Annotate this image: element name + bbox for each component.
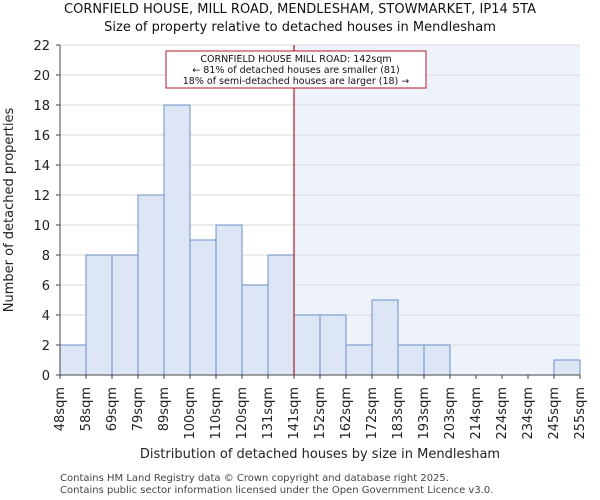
x-axis-label: Distribution of detached houses by size … [140,447,500,462]
x-tick-label: 255sqm [573,387,588,440]
y-tick-label: 2 [42,339,50,354]
footer-line-1: Contains HM Land Registry data © Crown c… [60,473,449,484]
bar [215,224,243,376]
x-tick-label: 120sqm [235,387,250,440]
bar [189,239,217,376]
x-tick-label: 224sqm [495,387,510,440]
annotation-line: ← 81% of detached houses are smaller (81… [192,65,399,76]
bar [423,344,451,376]
bar [137,194,165,376]
x-tick-label: 89sqm [157,387,172,431]
bar [241,284,269,376]
y-tick-label: 16 [33,129,50,144]
y-axis-label: Number of detached properties [2,108,17,313]
y-tick-label: 8 [42,249,50,264]
x-tick-label: 110sqm [209,387,224,440]
annotation-line: CORNFIELD HOUSE MILL ROAD: 142sqm [200,54,391,65]
bar [111,254,139,376]
y-tick-label: 4 [42,309,50,324]
y-tick-label: 6 [42,279,50,294]
x-tick-label: 234sqm [521,387,536,440]
y-tick-label: 10 [33,219,50,234]
y-tick-label: 0 [42,369,50,384]
x-tick-label: 69sqm [105,387,120,431]
y-tick-label: 14 [33,159,50,174]
x-tick-label: 141sqm [287,387,302,440]
x-tick-label: 172sqm [365,387,380,440]
bar [267,254,295,376]
bar [163,104,191,376]
footer-line-2: Contains public sector information licen… [60,485,494,496]
x-tick-label: 193sqm [417,387,432,440]
bar [371,299,399,376]
annotation-line: 18% of semi-detached houses are larger (… [183,76,410,87]
x-tick-label: 100sqm [183,387,198,440]
x-tick-label: 79sqm [131,387,146,431]
bar [319,314,347,376]
x-tick-label: 152sqm [313,387,328,440]
bar [85,254,113,376]
x-tick-label: 48sqm [53,387,68,431]
x-tick-label: 214sqm [469,387,484,440]
bar [553,359,581,376]
bar [397,344,425,376]
x-tick-label: 245sqm [547,387,562,440]
annotation-box [165,50,427,89]
x-tick-label: 131sqm [261,387,276,440]
y-tick-label: 12 [33,189,50,204]
y-tick-label: 18 [33,99,50,114]
bar [293,314,321,376]
bar [345,344,373,376]
x-tick-label: 203sqm [443,387,458,440]
x-tick-label: 162sqm [339,387,354,440]
x-tick-label: 183sqm [391,387,406,440]
x-tick-label: 58sqm [79,387,94,431]
bar [59,344,87,376]
y-tick-label: 20 [33,69,50,84]
chart-subtitle: Size of property relative to detached ho… [104,20,496,35]
chart-title: CORNFIELD HOUSE, MILL ROAD, MENDLESHAM, … [64,2,536,17]
y-tick-label: 22 [33,39,50,54]
